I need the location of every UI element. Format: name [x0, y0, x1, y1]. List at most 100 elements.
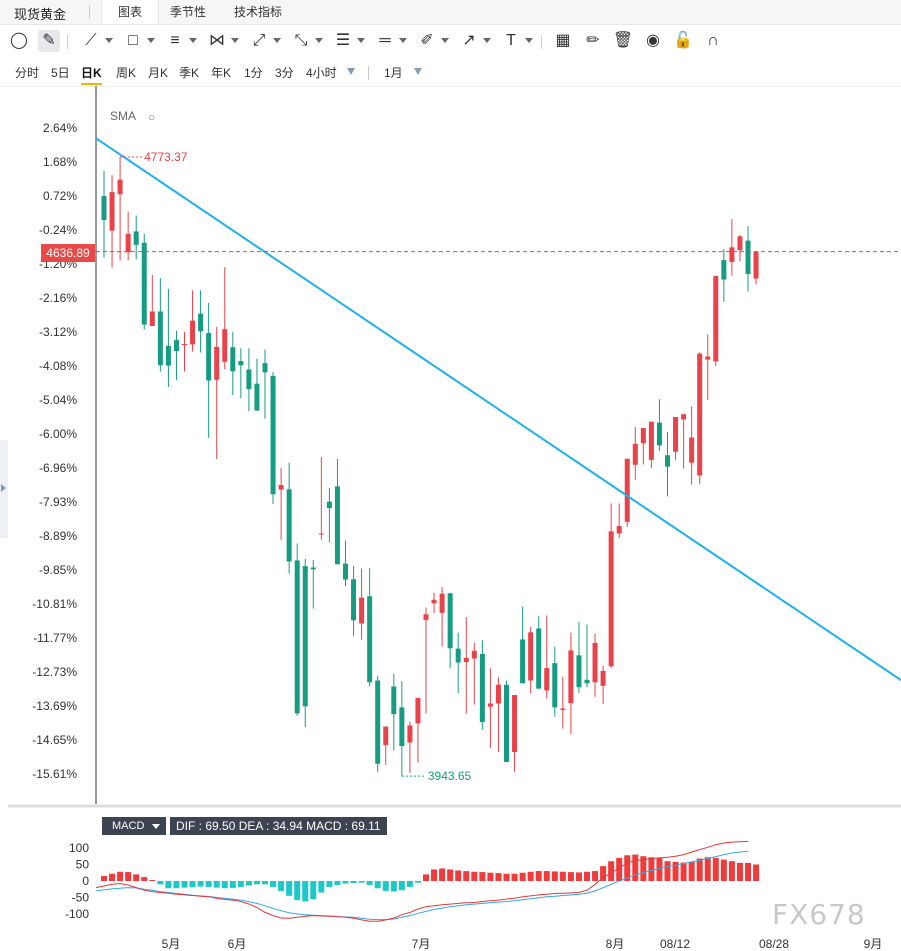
- candle-body: [109, 192, 115, 231]
- fib-icon[interactable]: ⤡: [294, 32, 308, 49]
- pattern-icon[interactable]: ⋈: [209, 32, 225, 49]
- period-timeshare[interactable]: 分时: [15, 66, 40, 80]
- chevron-down-icon[interactable]: [441, 38, 449, 43]
- trash-icon[interactable]: 🗑: [612, 32, 634, 49]
- ruler-icon[interactable]: ═: [379, 32, 391, 49]
- x-axis-labels: 5月 6月 7月 8月 08/12 08/28 9月: [162, 937, 883, 951]
- macd-histogram-bar: [229, 881, 236, 888]
- macd-histogram-bar: [592, 871, 599, 881]
- candle-body: [455, 648, 461, 663]
- y-tick-label: -6.96%: [39, 461, 77, 475]
- period-divider: [368, 66, 369, 80]
- macd-histogram-bar: [342, 881, 349, 884]
- toolbar-divider: [67, 35, 68, 49]
- period-daily[interactable]: 日K: [81, 64, 102, 85]
- lock-icon[interactable]: 🔓: [673, 32, 693, 49]
- macd-tick-label: 100: [69, 841, 89, 855]
- y-tick-label: -2.16%: [39, 291, 77, 305]
- candle-body: [656, 422, 662, 446]
- chevron-down-icon[interactable]: [105, 38, 113, 43]
- candle-body: [713, 276, 719, 362]
- magnet-toggle-icon[interactable]: ∩: [707, 32, 719, 49]
- text-icon[interactable]: T: [506, 32, 516, 49]
- chevron-down-icon[interactable]: [525, 38, 533, 43]
- macd-histogram-bar: [543, 871, 550, 881]
- candle-body: [463, 657, 469, 663]
- chevron-down-icon[interactable]: [147, 38, 155, 43]
- magnet-icon[interactable]: ◯: [10, 32, 28, 49]
- macd-tick-label: 50: [76, 858, 90, 872]
- chevron-down-icon[interactable]: [483, 38, 491, 43]
- macd-histogram-bar: [672, 861, 679, 881]
- chevron-down-icon[interactable]: [399, 38, 407, 43]
- candle-body: [584, 679, 590, 684]
- candle-body: [198, 313, 204, 332]
- chevron-down-icon[interactable]: [189, 38, 197, 43]
- candle-body: [399, 707, 405, 747]
- candle-body: [495, 684, 501, 704]
- tab-seasonality[interactable]: 季节性: [169, 5, 206, 19]
- macd-histogram-bar: [559, 871, 566, 881]
- period-yearly[interactable]: 年K: [211, 66, 232, 80]
- range-selector[interactable]: 1月: [384, 66, 403, 80]
- period-1min[interactable]: 1分: [244, 66, 263, 80]
- chevron-down-icon[interactable]: [315, 38, 323, 43]
- macd-histogram-bar: [527, 871, 534, 881]
- candle-body: [487, 703, 493, 707]
- candle-body: [536, 628, 542, 689]
- eye-icon[interactable]: ◉: [646, 32, 660, 49]
- gann-icon[interactable]: ☰: [335, 32, 351, 49]
- period-quarterly[interactable]: 季K: [179, 66, 200, 80]
- candle-body: [512, 695, 518, 753]
- measure-icon[interactable]: ⤢: [252, 32, 266, 49]
- rectangle-icon[interactable]: □: [128, 32, 138, 49]
- chevron-down-icon[interactable]: [414, 68, 422, 75]
- last-price-badge: 4636.89: [41, 244, 95, 262]
- macd-histogram-bar: [519, 872, 526, 881]
- y-tick-label: -15.61%: [32, 767, 77, 781]
- bar-style-icon[interactable]: ▦: [555, 32, 571, 49]
- period-3min[interactable]: 3分: [275, 66, 294, 80]
- macd-histogram-bar: [624, 855, 631, 881]
- chevron-down-icon[interactable]: [231, 38, 239, 43]
- candle-body: [689, 437, 695, 463]
- candle-body: [745, 240, 751, 274]
- period-weekly[interactable]: 周K: [116, 66, 137, 80]
- top-tab-bar: 现货黄金 图表 季节性 技术指标: [0, 0, 901, 25]
- period-monthly[interactable]: 月K: [148, 66, 169, 80]
- candle-body: [182, 344, 187, 346]
- candle-body: [407, 725, 413, 743]
- macd-histogram-bar: [704, 857, 711, 881]
- period-selector: 分时 5日 日K 周K 月K 季K 年K 1分 3分 4小时 1月: [0, 60, 901, 87]
- period-5day[interactable]: 5日: [51, 66, 70, 80]
- sidebar-toggle[interactable]: [0, 440, 8, 538]
- candle-body: [528, 632, 534, 681]
- x-tick-label: 08/28: [759, 937, 789, 951]
- pencil-icon[interactable]: ✎: [38, 30, 60, 52]
- chevron-down-icon[interactable]: [273, 38, 281, 43]
- channel-icon[interactable]: ≡: [170, 32, 180, 49]
- chevron-down-icon[interactable]: [357, 38, 365, 43]
- macd-histogram-bar: [245, 881, 252, 886]
- macd-selector[interactable]: MACD: [102, 817, 166, 835]
- chevron-down-icon[interactable]: [347, 68, 355, 75]
- eraser-icon[interactable]: ✏: [586, 32, 600, 49]
- macd-histogram-bar: [753, 864, 760, 881]
- candle-body: [343, 563, 348, 580]
- macd-histogram-bar: [728, 861, 735, 881]
- macd-tick-label: -100: [65, 907, 89, 921]
- indicator-label[interactable]: SMA: [110, 109, 137, 123]
- line-icon[interactable]: ⟋: [85, 32, 97, 49]
- y-tick-label: -5.04%: [39, 393, 77, 407]
- macd-histogram-bar: [439, 868, 446, 881]
- period-4hour[interactable]: 4小时: [306, 66, 337, 80]
- tab-chart[interactable]: 图表: [101, 0, 159, 24]
- eye-off-icon[interactable]: ○: [148, 110, 156, 124]
- brush-icon[interactable]: ✐: [420, 32, 434, 49]
- candle-body: [665, 455, 670, 467]
- macd-histogram-bar: [253, 881, 260, 885]
- tab-indicators[interactable]: 技术指标: [233, 5, 282, 19]
- macd-histogram-bar: [495, 873, 502, 881]
- candle-body: [310, 567, 316, 570]
- arrow-icon[interactable]: ↗: [462, 32, 476, 49]
